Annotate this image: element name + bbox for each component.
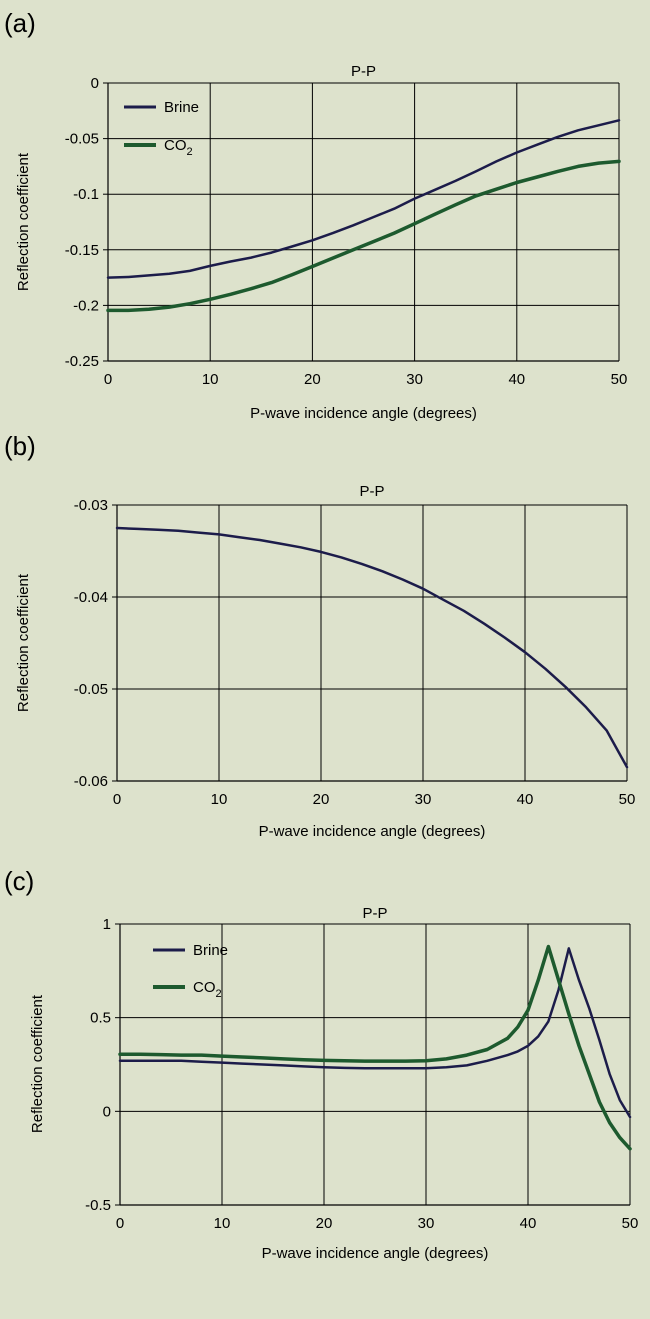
- y-tick-label: -0.06: [74, 773, 108, 790]
- x-tick-label: 50: [619, 791, 636, 808]
- x-tick-label: 40: [520, 1215, 537, 1232]
- y-tick-label: -0.1: [73, 186, 99, 203]
- y-tick-label: -0.03: [74, 497, 108, 514]
- y-axis-label: Reflection coefficient: [29, 994, 46, 1133]
- chart-panel-2: (b) P-P 0 10 20 30 40 50 -0.03 -0.04 -0.05 -0.06 P-w…: [4, 431, 635, 840]
- series-line-2: [118, 944, 632, 1151]
- series-line-2: [106, 159, 621, 313]
- panel-label: (b): [4, 431, 36, 461]
- y-tick-label: 1: [103, 916, 111, 933]
- series-line-1: [106, 119, 621, 279]
- x-tick-label: 0: [116, 1215, 124, 1232]
- chart-legend: Brine CO2: [153, 942, 228, 1000]
- panel-label: (c): [4, 866, 34, 896]
- chart-panel-3: (c) P-P 0 10 20 30 40 50 1 0.5 0 -0.5 P-wave inciden…: [4, 866, 638, 1262]
- x-tick-label: 50: [611, 371, 628, 388]
- chart-legend: Brine CO2: [124, 99, 199, 158]
- x-axis-label: P-wave incidence angle (degrees): [259, 823, 486, 840]
- x-tick-label: 40: [508, 371, 525, 388]
- x-tick-label: 10: [214, 1215, 231, 1232]
- x-axis-label: P-wave incidence angle (degrees): [262, 1245, 489, 1262]
- y-tick-label: -0.5: [85, 1197, 111, 1214]
- x-axis-label: P-wave incidence angle (degrees): [250, 405, 477, 422]
- x-tick-label: 0: [113, 791, 121, 808]
- y-axis-label: Reflection coefficient: [15, 573, 32, 712]
- y-tick-label: 0.5: [90, 1010, 111, 1027]
- x-tick-label: 30: [406, 371, 423, 388]
- x-tick-label: 30: [418, 1215, 435, 1232]
- y-tick-label: -0.05: [65, 131, 99, 148]
- y-tick-label: -0.25: [65, 353, 99, 370]
- x-tick-label: 10: [202, 371, 219, 388]
- y-tick-label: -0.05: [74, 681, 108, 698]
- y-axis-label: Reflection coefficient: [15, 152, 32, 291]
- legend-label: Brine: [164, 99, 199, 116]
- x-tick-label: 10: [211, 791, 228, 808]
- series-line-1: [115, 526, 629, 769]
- y-tick-label: -0.04: [74, 589, 108, 606]
- x-tick-label: 20: [313, 791, 330, 808]
- series-line-1: [118, 947, 632, 1119]
- y-tick-label: -0.15: [65, 242, 99, 259]
- chart-title: P-P: [351, 63, 376, 80]
- y-tick-label: -0.2: [73, 297, 99, 314]
- x-tick-label: 20: [304, 371, 321, 388]
- legend-label: CO2: [164, 137, 193, 158]
- chart-title: P-P: [359, 483, 384, 500]
- chart-panel-1: (a) P-P 0 10 20 30 40 50 0 -0.05 -0.1 -0.15 -0.2 -0.2…: [4, 8, 627, 422]
- y-tick-label: 0: [103, 1103, 111, 1120]
- legend-label: CO2: [193, 979, 222, 1000]
- x-tick-label: 40: [517, 791, 534, 808]
- legend-label-subscript: 2: [216, 988, 222, 1000]
- x-tick-label: 50: [622, 1215, 639, 1232]
- panel-label: (a): [4, 8, 36, 38]
- x-tick-label: 0: [104, 371, 112, 388]
- legend-label: Brine: [193, 942, 228, 959]
- legend-label-subscript: 2: [187, 146, 193, 158]
- x-tick-label: 20: [316, 1215, 333, 1232]
- y-tick-label: 0: [91, 75, 99, 92]
- x-tick-label: 30: [415, 791, 432, 808]
- chart-title: P-P: [362, 905, 387, 922]
